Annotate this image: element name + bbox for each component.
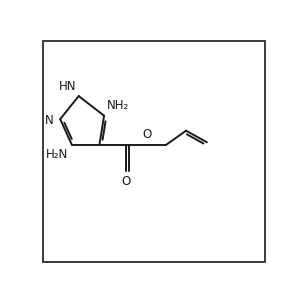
Text: H₂N: H₂N (46, 148, 68, 161)
Text: N: N (45, 114, 54, 127)
Text: HN: HN (59, 80, 76, 93)
Text: O: O (122, 175, 131, 188)
Text: NH₂: NH₂ (106, 99, 129, 112)
Text: O: O (142, 128, 152, 141)
